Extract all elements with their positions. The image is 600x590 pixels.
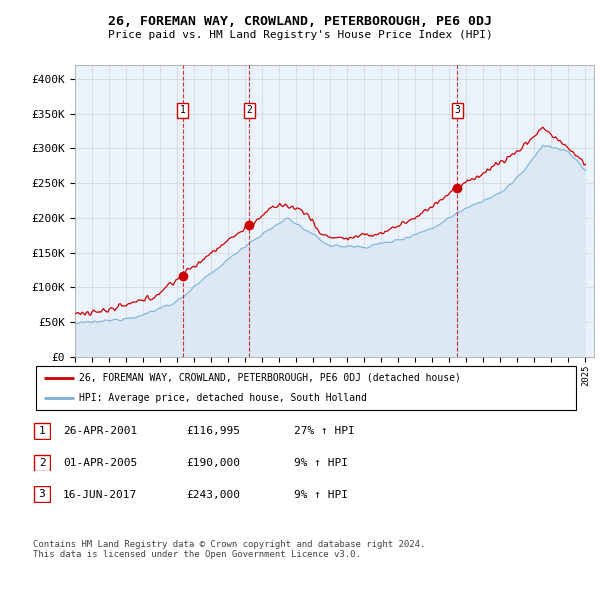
Text: Price paid vs. HM Land Registry's House Price Index (HPI): Price paid vs. HM Land Registry's House … bbox=[107, 31, 493, 40]
Text: 2: 2 bbox=[247, 105, 253, 115]
Text: 26-APR-2001: 26-APR-2001 bbox=[63, 427, 137, 436]
Text: £116,995: £116,995 bbox=[186, 427, 240, 436]
Text: Contains HM Land Registry data © Crown copyright and database right 2024.
This d: Contains HM Land Registry data © Crown c… bbox=[33, 540, 425, 559]
Text: 2: 2 bbox=[38, 458, 46, 467]
FancyBboxPatch shape bbox=[34, 486, 50, 503]
Text: 9% ↑ HPI: 9% ↑ HPI bbox=[294, 458, 348, 468]
FancyBboxPatch shape bbox=[34, 454, 50, 471]
Text: 3: 3 bbox=[454, 105, 460, 115]
Text: 3: 3 bbox=[38, 490, 46, 499]
Text: 1: 1 bbox=[179, 105, 185, 115]
Text: 26, FOREMAN WAY, CROWLAND, PETERBOROUGH, PE6 0DJ: 26, FOREMAN WAY, CROWLAND, PETERBOROUGH,… bbox=[108, 15, 492, 28]
FancyBboxPatch shape bbox=[36, 366, 576, 410]
Text: £243,000: £243,000 bbox=[186, 490, 240, 500]
Text: HPI: Average price, detached house, South Holland: HPI: Average price, detached house, Sout… bbox=[79, 393, 367, 403]
Text: 01-APR-2005: 01-APR-2005 bbox=[63, 458, 137, 468]
Text: £190,000: £190,000 bbox=[186, 458, 240, 468]
FancyBboxPatch shape bbox=[34, 423, 50, 439]
Text: 26, FOREMAN WAY, CROWLAND, PETERBOROUGH, PE6 0DJ (detached house): 26, FOREMAN WAY, CROWLAND, PETERBOROUGH,… bbox=[79, 373, 461, 383]
Text: 16-JUN-2017: 16-JUN-2017 bbox=[63, 490, 137, 500]
Text: 9% ↑ HPI: 9% ↑ HPI bbox=[294, 490, 348, 500]
Text: 1: 1 bbox=[38, 426, 46, 435]
Text: 27% ↑ HPI: 27% ↑ HPI bbox=[294, 427, 355, 436]
